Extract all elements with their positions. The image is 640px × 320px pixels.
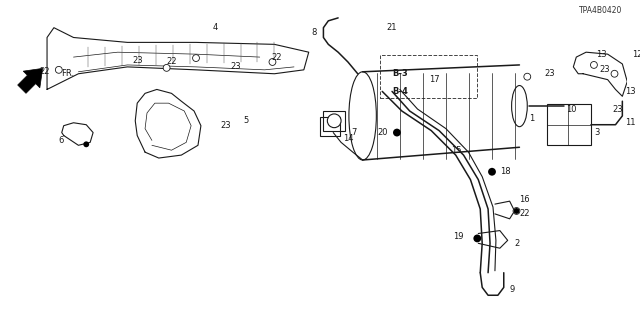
Text: 18: 18: [500, 167, 511, 176]
Text: 6: 6: [59, 136, 64, 145]
Circle shape: [474, 235, 481, 242]
Text: TPA4B0420: TPA4B0420: [579, 6, 622, 15]
Text: 22: 22: [271, 52, 282, 61]
Text: 7: 7: [351, 128, 356, 137]
Circle shape: [513, 208, 520, 214]
Text: 22: 22: [39, 67, 50, 76]
Text: 23: 23: [612, 105, 623, 114]
Circle shape: [327, 114, 341, 128]
Text: 11: 11: [625, 118, 636, 127]
Text: B-3: B-3: [392, 69, 408, 78]
Circle shape: [524, 73, 531, 80]
Text: FR.: FR.: [61, 69, 74, 78]
Text: 3: 3: [594, 128, 599, 137]
Text: 9: 9: [509, 285, 515, 294]
Circle shape: [393, 129, 401, 136]
Text: 19: 19: [452, 232, 463, 241]
Text: 23: 23: [544, 69, 555, 78]
Text: 23: 23: [230, 62, 241, 71]
Circle shape: [611, 70, 618, 77]
Text: 8: 8: [312, 28, 317, 37]
Circle shape: [163, 64, 170, 71]
Circle shape: [488, 168, 496, 176]
Text: 5: 5: [243, 116, 248, 125]
Text: 16: 16: [520, 195, 530, 204]
Polygon shape: [18, 68, 43, 93]
Circle shape: [591, 61, 597, 68]
Text: 17: 17: [429, 75, 440, 84]
Text: 4: 4: [213, 23, 218, 32]
Text: 14: 14: [343, 134, 353, 143]
Text: 23: 23: [132, 56, 143, 65]
Circle shape: [513, 208, 520, 214]
Text: 13: 13: [625, 87, 636, 96]
Circle shape: [193, 55, 200, 61]
Text: B-4: B-4: [392, 87, 408, 96]
Text: 2: 2: [515, 239, 520, 248]
Text: 22: 22: [166, 58, 177, 67]
Text: 1: 1: [529, 114, 534, 123]
Text: 23: 23: [221, 121, 231, 130]
Circle shape: [269, 59, 276, 65]
Text: 10: 10: [566, 105, 577, 114]
Circle shape: [56, 67, 62, 73]
Text: 21: 21: [387, 23, 397, 32]
Text: 13: 13: [596, 50, 607, 59]
Text: 15: 15: [451, 146, 461, 155]
Circle shape: [83, 141, 89, 147]
Text: 12: 12: [632, 50, 640, 59]
Text: 23: 23: [600, 65, 611, 74]
Text: 20: 20: [377, 128, 387, 137]
Text: 22: 22: [520, 209, 530, 219]
